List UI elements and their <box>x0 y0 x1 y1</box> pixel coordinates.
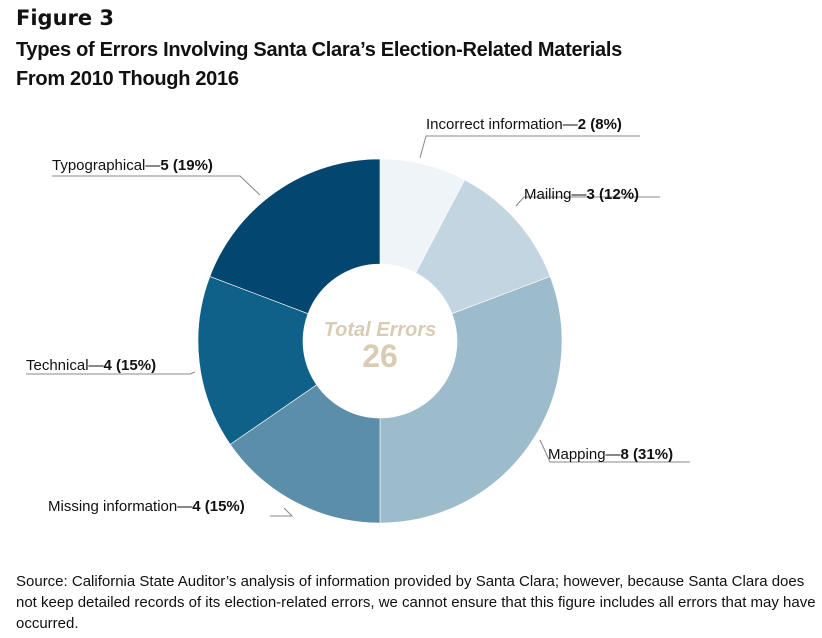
label-value: 4 (15%) <box>103 357 157 374</box>
slice-mapping <box>379 276 563 524</box>
label-value: 2 (8%) <box>577 116 622 133</box>
figure-label: Figure 3 <box>16 6 115 30</box>
data-label-typographical: Typographical—5 (19%) <box>52 157 213 174</box>
label-name: Technical— <box>26 357 104 374</box>
leader-line <box>515 196 660 207</box>
leader-line <box>270 507 294 517</box>
leader-line <box>52 175 261 196</box>
label-value: 4 (15%) <box>192 498 245 515</box>
center-label: Total Errors <box>324 319 437 341</box>
data-label-missing-information: Missing information—4 (15%) <box>48 498 245 515</box>
data-label-mailing: Mailing—3 (12%) <box>524 186 639 203</box>
leader-line <box>539 439 690 463</box>
leader-line <box>26 371 196 375</box>
data-label-incorrect-information: Incorrect information—2 (8%) <box>426 116 622 133</box>
data-label-technical: Technical—4 (15%) <box>26 357 156 374</box>
label-name: Mailing— <box>524 186 587 203</box>
data-label-mapping: Mapping—8 (31%) <box>548 446 673 463</box>
source-note: Source: California State Auditor’s analy… <box>16 573 816 632</box>
title-line-2: From 2010 Though 2016 <box>16 68 239 90</box>
label-name: Missing information— <box>48 498 193 515</box>
title-line-1: Types of Errors Involving Santa Clara’s … <box>16 39 622 61</box>
leader-line <box>419 135 640 159</box>
label-value: 8 (31%) <box>620 446 674 463</box>
label-name: Mapping— <box>548 446 621 463</box>
slice-typographical <box>209 158 381 315</box>
label-name: Typographical— <box>52 157 161 174</box>
label-name: Incorrect information— <box>426 116 578 133</box>
chart-title: Types of Errors Involving Santa Clara’s … <box>16 36 622 94</box>
label-value: 3 (12%) <box>586 186 640 203</box>
slice-missing-information <box>229 384 381 524</box>
label-value: 5 (19%) <box>160 157 213 174</box>
slice-technical <box>197 276 318 445</box>
center-total: 26 <box>362 338 398 374</box>
